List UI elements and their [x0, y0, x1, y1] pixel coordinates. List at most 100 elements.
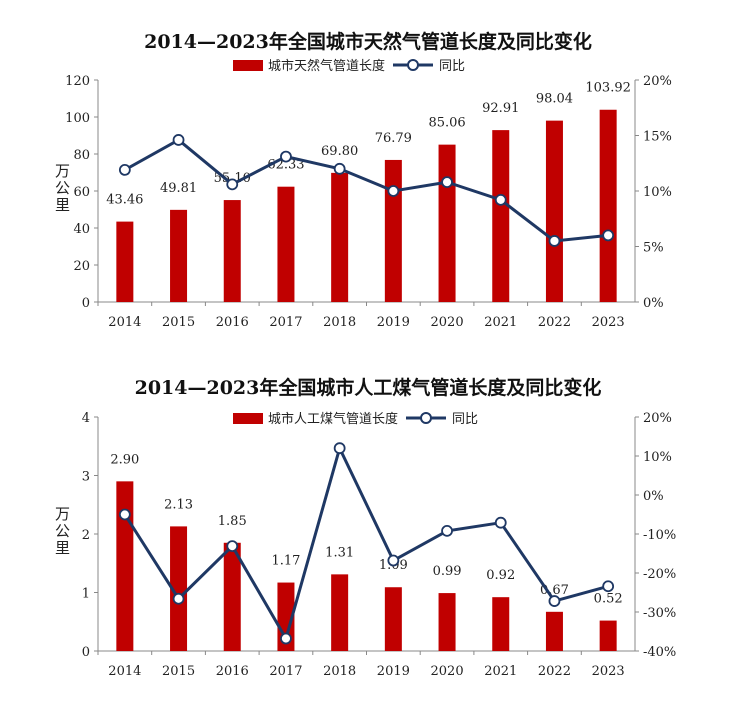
bar-data-label: 0.99	[433, 564, 462, 579]
bar-data-label: 2.90	[110, 452, 139, 467]
yoy-point	[226, 540, 239, 552]
yoy-point	[602, 580, 615, 593]
y2-tick-label: 0%	[643, 489, 664, 504]
y-tick-label: 0	[82, 296, 90, 311]
y-tick-label: 0	[82, 645, 90, 660]
bar-data-label: 49.81	[160, 181, 197, 196]
x-tick-label: 2023	[592, 315, 625, 330]
bar	[545, 120, 563, 302]
y-tick-label: 2	[82, 528, 90, 543]
bar-data-label: 85.06	[428, 116, 465, 131]
bar-data-label: 92.91	[482, 101, 519, 116]
x-tick-label: 2015	[162, 315, 195, 330]
x-tick-label: 2015	[162, 664, 195, 679]
yoy-point	[226, 178, 239, 191]
bar	[599, 620, 617, 651]
bar-data-label: 98.04	[536, 92, 573, 107]
x-tick-label: 2019	[377, 315, 410, 330]
bar-data-label: 103.92	[585, 81, 631, 96]
bar	[170, 526, 188, 651]
x-tick-label: 2021	[484, 664, 517, 679]
y2-tick-label: -30%	[643, 606, 676, 621]
x-tick-label: 2020	[431, 664, 464, 679]
yoy-point	[280, 150, 292, 163]
y-axis-label: 万公里	[53, 163, 71, 214]
legend-bar-label: 城市人工煤气管道长度	[268, 411, 398, 427]
y-tick-label: 100	[65, 111, 90, 126]
yoy-point	[280, 632, 292, 645]
yoy-point	[548, 235, 561, 247]
bar	[116, 221, 134, 302]
y-tick-label: 1	[82, 587, 90, 602]
bar-data-label: 1.17	[271, 554, 300, 569]
bar-data-label: 0.67	[540, 583, 569, 598]
bar-data-label: 2.13	[164, 497, 193, 512]
yoy-point	[118, 508, 131, 521]
yoy-point	[172, 134, 185, 146]
y2-tick-label: -10%	[643, 528, 676, 543]
yoy-point	[387, 554, 400, 567]
y-tick-label: 20	[73, 259, 90, 274]
y2-tick-label: -40%	[643, 645, 676, 660]
bar-data-label: 0.92	[486, 568, 515, 583]
bar	[170, 209, 188, 302]
bar	[116, 481, 134, 651]
x-tick-label: 2014	[108, 315, 141, 330]
bar	[384, 587, 402, 651]
yoy-point	[118, 164, 131, 176]
yoy-point	[333, 162, 346, 175]
yoy-line	[123, 443, 609, 643]
x-tick-label: 2023	[592, 664, 625, 679]
y2-tick-label: 15%	[643, 130, 672, 145]
legend-bar-label: 城市天然气管道长度	[268, 58, 385, 74]
x-tick-label: 2018	[323, 664, 356, 679]
y-tick-label: 40	[73, 222, 90, 237]
x-tick-label: 2019	[377, 664, 410, 679]
bar	[223, 200, 241, 302]
yoy-point	[441, 176, 453, 189]
bar	[384, 159, 402, 302]
y2-tick-label: 10%	[643, 450, 672, 465]
x-tick-label: 2017	[269, 664, 302, 679]
y2-tick-label: -20%	[643, 567, 676, 582]
y-tick-label: 120	[65, 74, 90, 89]
bar	[599, 109, 617, 302]
y-tick-label: 3	[82, 470, 90, 485]
legend-bar-swatch	[233, 60, 263, 71]
yoy-point	[441, 524, 453, 537]
legend-line-marker	[407, 59, 419, 71]
chart-title: 2014—2023年全国城市人工煤气管道长度及同比变化	[135, 376, 602, 399]
y2-tick-label: 20%	[643, 411, 672, 426]
bar	[331, 172, 349, 302]
y2-tick-label: 5%	[643, 241, 664, 256]
y-tick-label: 4	[82, 411, 90, 426]
bar	[545, 611, 563, 651]
yoy-point	[548, 595, 561, 607]
bar	[492, 130, 510, 302]
y2-tick-label: 0%	[643, 296, 664, 311]
x-tick-label: 2022	[538, 315, 571, 330]
bar-data-label: 43.46	[106, 193, 143, 208]
bar-data-label: 76.79	[375, 131, 412, 146]
bar-data-label: 1.85	[218, 514, 247, 529]
chart-title: 2014—2023年全国城市天然气管道长度及同比变化	[144, 30, 592, 53]
bar-data-label: 1.31	[325, 545, 354, 560]
yoy-point	[602, 229, 615, 242]
x-tick-label: 2014	[108, 664, 141, 679]
y2-tick-label: 10%	[643, 185, 672, 200]
yoy-point	[494, 193, 507, 206]
x-tick-label: 2017	[269, 315, 302, 330]
x-tick-label: 2018	[323, 315, 356, 330]
legend-bar-swatch	[233, 413, 263, 424]
bar	[438, 144, 456, 302]
bar	[223, 542, 241, 651]
legend-line-label: 同比	[439, 59, 465, 74]
y-axis-label: 万公里	[53, 506, 71, 557]
y-tick-label: 60	[73, 185, 90, 200]
yoy-point	[333, 442, 346, 455]
bar	[277, 186, 295, 302]
x-tick-label: 2022	[538, 664, 571, 679]
